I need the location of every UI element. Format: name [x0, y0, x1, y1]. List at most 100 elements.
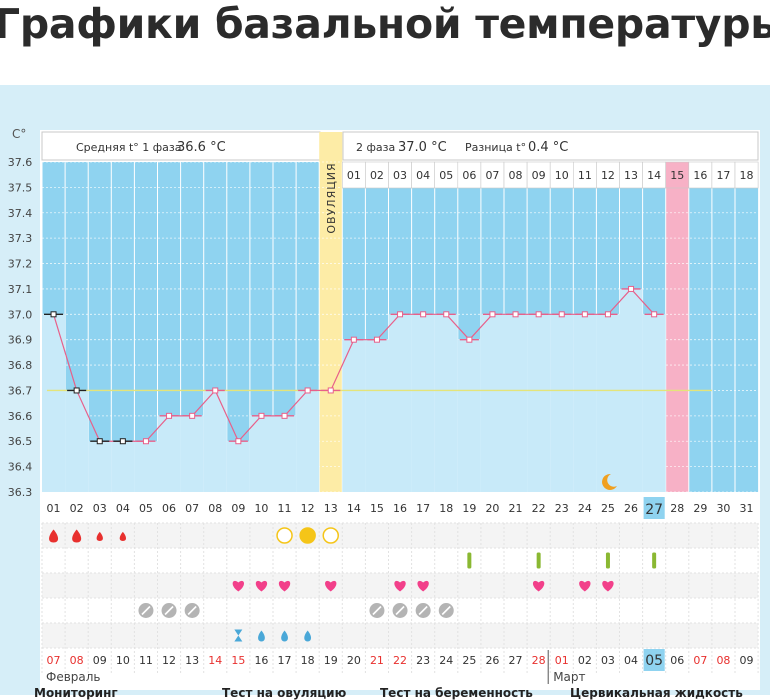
cycle-day-label: 10	[254, 502, 268, 515]
cycle-day-label: 04	[116, 502, 130, 515]
heart-icon[interactable]	[255, 580, 268, 592]
temp-bar	[504, 314, 528, 492]
cycle-day-label: 16	[393, 502, 407, 515]
test-strip-icon[interactable]	[536, 552, 541, 569]
temp-bar	[180, 415, 204, 492]
cycle-day-label: 31	[740, 502, 754, 515]
cycle-day-label: 03	[93, 502, 107, 515]
date-label: 09	[740, 654, 754, 667]
date-label: 12	[162, 654, 176, 667]
header-strip-right	[342, 131, 759, 161]
pill-stripe	[164, 605, 174, 616]
cycle-day-label: 19	[462, 502, 476, 515]
temp-point[interactable]	[466, 336, 473, 343]
temp-point[interactable]	[535, 311, 542, 318]
phase2-value: 37.0 °C	[398, 140, 447, 155]
water-drop-icon[interactable]	[304, 630, 312, 642]
date-label: 09	[93, 654, 107, 667]
temp-point[interactable]	[281, 412, 288, 419]
temp-bar	[642, 314, 666, 492]
blood-drop-icon[interactable]	[49, 529, 59, 543]
temp-point[interactable]	[189, 412, 196, 419]
temp-point[interactable]	[443, 311, 450, 318]
temp-point[interactable]	[304, 387, 311, 394]
temp-point[interactable]	[373, 336, 380, 343]
water-drop-icon[interactable]	[258, 630, 265, 642]
temp-point[interactable]	[119, 438, 126, 445]
heart-icon[interactable]	[602, 580, 614, 592]
date-label: 21	[370, 654, 384, 667]
moon-icon	[602, 473, 617, 490]
heart-icon[interactable]	[579, 580, 591, 592]
heart-icon[interactable]	[394, 580, 406, 592]
temp-point[interactable]	[166, 412, 173, 419]
cycle-day-label: 24	[578, 502, 592, 515]
y-tick-label: 37.4	[8, 207, 33, 220]
circle-outline-icon[interactable]	[276, 527, 293, 544]
temp-bar	[226, 441, 250, 492]
temp-point[interactable]	[50, 311, 57, 318]
temp-point[interactable]	[628, 285, 635, 292]
date-label: 01	[555, 654, 569, 667]
temp-bar	[157, 415, 181, 492]
pill-stripe	[395, 605, 405, 616]
date-label: 16	[254, 654, 268, 667]
luteal-day-label: 10	[555, 169, 569, 182]
temp-point[interactable]	[212, 387, 219, 394]
phase1-value: 36.6 °C	[177, 140, 226, 155]
cycle-day-label: 23	[555, 502, 569, 515]
temp-point[interactable]	[558, 311, 565, 318]
temp-point[interactable]	[420, 311, 427, 318]
temp-point[interactable]	[350, 336, 357, 343]
temp-bar	[365, 339, 389, 492]
temp-point[interactable]	[235, 438, 242, 445]
temp-bar	[203, 390, 227, 492]
test-strip-icon[interactable]	[605, 552, 610, 569]
temp-point[interactable]	[73, 387, 80, 394]
blood-drop-icon[interactable]	[119, 531, 126, 541]
temp-point[interactable]	[489, 311, 496, 318]
diff-label: Разница t°	[465, 141, 526, 154]
blood-drop-icon[interactable]	[72, 529, 82, 543]
heart-icon[interactable]	[532, 580, 545, 592]
heart-icon[interactable]	[232, 580, 245, 592]
temp-point[interactable]	[512, 311, 519, 318]
temp-bar	[42, 314, 66, 492]
y-tick-label: 37.5	[8, 181, 33, 194]
temp-point[interactable]	[604, 311, 611, 318]
temp-point[interactable]	[258, 412, 265, 419]
date-label: 10	[116, 654, 130, 667]
date-label: 25	[462, 654, 476, 667]
hourglass-icon[interactable]	[234, 629, 243, 642]
circle-outline-icon[interactable]	[322, 527, 339, 544]
temp-point[interactable]	[581, 311, 588, 318]
date-label: 05	[645, 653, 663, 669]
cycle-day-label: 28	[670, 502, 684, 515]
temp-bar	[480, 314, 504, 492]
temp-point[interactable]	[397, 311, 404, 318]
sun-filled-icon[interactable]	[299, 527, 316, 544]
date-label: 22	[393, 654, 407, 667]
temp-point[interactable]	[327, 387, 334, 394]
pill-stripe	[441, 605, 451, 616]
heart-icon[interactable]	[278, 580, 291, 592]
temp-bar	[411, 314, 435, 492]
test-strip-icon[interactable]	[467, 552, 472, 569]
cycle-day-label: 11	[278, 502, 292, 515]
date-highlight	[643, 649, 665, 671]
temp-point[interactable]	[651, 311, 658, 318]
water-drop-icon[interactable]	[281, 630, 288, 642]
cycle-day-label: 18	[439, 502, 453, 515]
heart-icon[interactable]	[325, 580, 337, 592]
symptom-row	[42, 648, 759, 673]
temp-point[interactable]	[96, 438, 103, 445]
heart-icon[interactable]	[417, 580, 429, 592]
date-label: 04	[624, 654, 638, 667]
date-label: 17	[278, 654, 292, 667]
blood-drop-icon[interactable]	[96, 531, 103, 541]
y-tick-label: 36.5	[8, 435, 33, 448]
cycle-day-label: 25	[601, 502, 615, 515]
pill-stripe	[418, 605, 428, 616]
temp-point[interactable]	[142, 438, 149, 445]
test-strip-icon[interactable]	[652, 552, 657, 569]
